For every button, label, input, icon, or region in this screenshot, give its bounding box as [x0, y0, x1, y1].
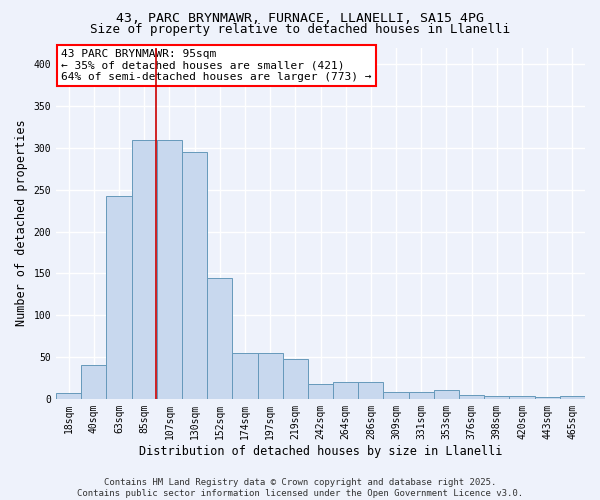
Bar — [106, 196, 131, 399]
Bar — [81, 366, 106, 399]
Bar — [535, 397, 560, 399]
Bar — [333, 382, 358, 399]
Text: 43 PARC BRYNMAWR: 95sqm
← 35% of detached houses are smaller (421)
64% of semi-d: 43 PARC BRYNMAWR: 95sqm ← 35% of detache… — [61, 50, 372, 82]
Bar — [232, 353, 257, 399]
Bar — [182, 152, 207, 399]
Bar — [257, 353, 283, 399]
Bar — [484, 396, 509, 399]
Bar — [207, 278, 232, 399]
Bar — [308, 384, 333, 399]
Bar — [409, 392, 434, 399]
Text: 43, PARC BRYNMAWR, FURNACE, LLANELLI, SA15 4PG: 43, PARC BRYNMAWR, FURNACE, LLANELLI, SA… — [116, 12, 484, 26]
Bar — [509, 396, 535, 399]
Bar — [434, 390, 459, 399]
Bar — [358, 382, 383, 399]
Y-axis label: Number of detached properties: Number of detached properties — [15, 120, 28, 326]
Bar — [459, 394, 484, 399]
Bar — [131, 140, 157, 399]
Text: Contains HM Land Registry data © Crown copyright and database right 2025.
Contai: Contains HM Land Registry data © Crown c… — [77, 478, 523, 498]
Bar — [383, 392, 409, 399]
Bar — [56, 393, 81, 399]
Bar — [157, 140, 182, 399]
X-axis label: Distribution of detached houses by size in Llanelli: Distribution of detached houses by size … — [139, 444, 502, 458]
Bar — [560, 396, 585, 399]
Bar — [283, 358, 308, 399]
Text: Size of property relative to detached houses in Llanelli: Size of property relative to detached ho… — [90, 22, 510, 36]
